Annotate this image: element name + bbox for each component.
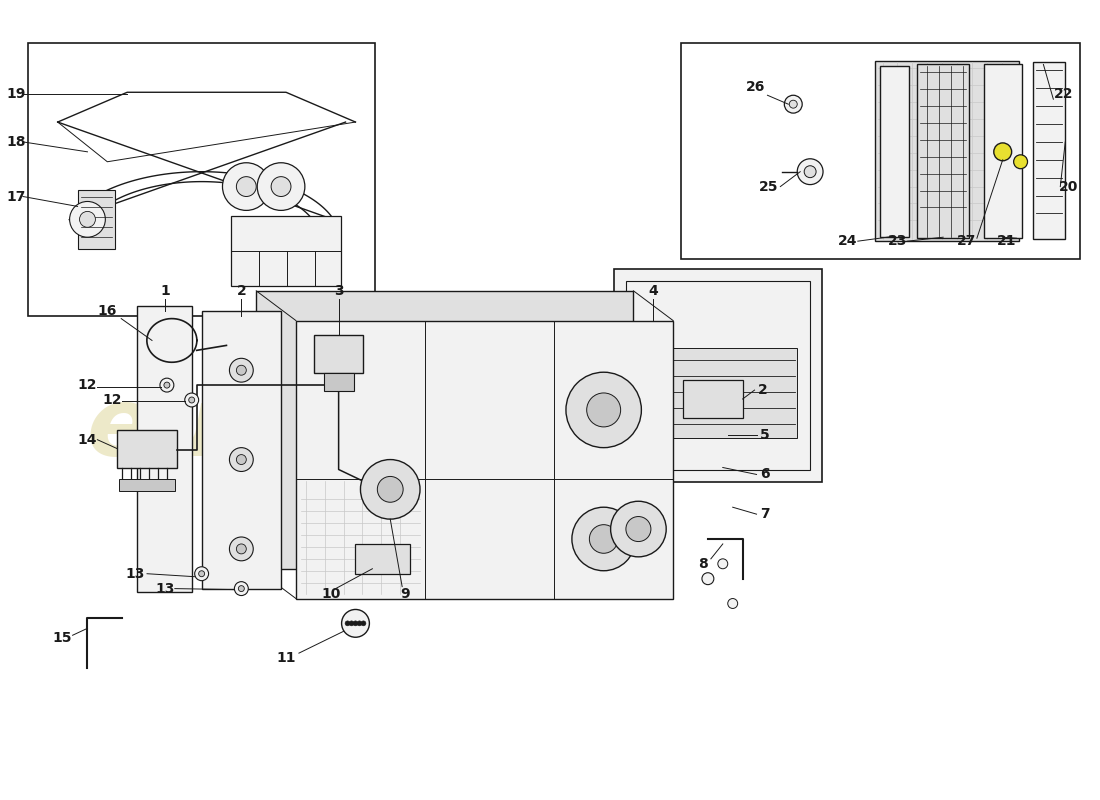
Bar (614, 269, 822, 482)
Circle shape (702, 573, 714, 585)
Circle shape (236, 454, 246, 465)
Circle shape (993, 143, 1012, 161)
Text: 4: 4 (648, 284, 658, 298)
Circle shape (784, 95, 802, 113)
Text: 5: 5 (760, 428, 769, 442)
Text: 13: 13 (155, 582, 175, 596)
Text: 6: 6 (760, 467, 769, 482)
Text: 23: 23 (888, 234, 907, 248)
Circle shape (361, 459, 420, 519)
Circle shape (236, 544, 246, 554)
Text: euromotors: euromotors (86, 383, 724, 476)
Bar (880, 66, 910, 238)
Circle shape (718, 559, 728, 569)
Circle shape (565, 372, 641, 448)
Text: 7: 7 (760, 507, 769, 521)
Bar (118, 430, 177, 467)
Text: 26: 26 (746, 80, 766, 94)
Circle shape (222, 162, 271, 210)
Text: 18: 18 (7, 135, 25, 149)
Circle shape (1013, 155, 1027, 169)
Circle shape (353, 621, 358, 626)
Circle shape (79, 211, 96, 227)
Circle shape (790, 100, 798, 108)
Bar (28, 42, 375, 316)
Circle shape (798, 158, 823, 185)
Circle shape (236, 177, 256, 197)
Bar (119, 479, 175, 491)
Circle shape (728, 598, 738, 609)
Circle shape (230, 358, 253, 382)
Text: 16: 16 (98, 304, 117, 318)
Circle shape (230, 537, 253, 561)
Bar (256, 291, 634, 569)
Bar (138, 306, 191, 591)
Circle shape (234, 582, 249, 595)
Text: 21: 21 (997, 234, 1016, 248)
Circle shape (377, 477, 403, 502)
Circle shape (610, 502, 667, 557)
Text: 22: 22 (1054, 87, 1072, 102)
Circle shape (199, 570, 205, 577)
Bar (323, 373, 353, 391)
Text: 14: 14 (78, 433, 97, 446)
Text: 20: 20 (1058, 179, 1078, 194)
Bar (355, 544, 410, 574)
Circle shape (349, 621, 354, 626)
Circle shape (257, 162, 305, 210)
Bar (1034, 62, 1065, 239)
Text: 13: 13 (125, 566, 145, 581)
Circle shape (164, 382, 169, 388)
Text: 24: 24 (838, 234, 858, 248)
Text: a passion for classic since 1982: a passion for classic since 1982 (248, 478, 623, 502)
Bar (874, 61, 1019, 241)
Bar (314, 335, 363, 373)
Text: 27: 27 (957, 234, 977, 248)
Circle shape (361, 621, 366, 626)
Text: 3: 3 (333, 284, 343, 298)
Text: 9: 9 (400, 586, 410, 601)
Circle shape (626, 517, 651, 542)
Text: 8: 8 (698, 557, 707, 570)
Bar (983, 65, 1022, 238)
Bar (626, 281, 810, 470)
Circle shape (804, 166, 816, 178)
Text: 2: 2 (236, 284, 246, 298)
Circle shape (195, 566, 209, 581)
Circle shape (586, 393, 620, 427)
Bar (296, 321, 673, 598)
Circle shape (189, 397, 195, 403)
Circle shape (345, 621, 350, 626)
Text: 1: 1 (160, 284, 169, 298)
Text: 15: 15 (53, 631, 73, 646)
Bar (683, 380, 743, 418)
Circle shape (358, 621, 362, 626)
Circle shape (160, 378, 174, 392)
Circle shape (271, 177, 292, 197)
Circle shape (236, 366, 246, 375)
Text: 10: 10 (321, 586, 340, 601)
Text: 17: 17 (7, 190, 25, 203)
Text: 11: 11 (276, 651, 296, 665)
Circle shape (185, 393, 199, 407)
Text: 25: 25 (759, 179, 778, 194)
Text: 12: 12 (78, 378, 97, 392)
Circle shape (69, 202, 106, 238)
Circle shape (572, 507, 636, 570)
Text: 2: 2 (758, 383, 768, 397)
Bar (201, 310, 280, 589)
Text: 19: 19 (7, 87, 25, 102)
Bar (917, 65, 969, 238)
Circle shape (239, 586, 244, 591)
Bar (77, 190, 116, 249)
Circle shape (230, 448, 253, 471)
Circle shape (590, 525, 618, 554)
Bar (231, 216, 341, 286)
Circle shape (342, 610, 370, 638)
Text: 12: 12 (102, 393, 122, 407)
Bar (638, 348, 798, 438)
Bar (681, 42, 1080, 259)
